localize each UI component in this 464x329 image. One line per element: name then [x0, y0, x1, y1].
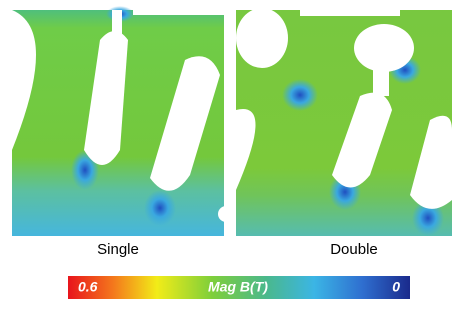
panel-label: Single — [97, 241, 139, 258]
colorbar-min: 0 — [392, 279, 400, 295]
single-field-plot — [12, 6, 234, 236]
figure: Single Double 0.6 Mag B(T) 0 — [0, 0, 464, 324]
colorbar-max: 0.6 — [78, 279, 98, 295]
double-field-plot — [236, 8, 452, 236]
panel-label: Double — [330, 241, 378, 258]
page: Single Double 0.6 Mag B(T) 0 (() => { co… — [0, 0, 464, 324]
colorbar-title: Mag B(T) — [208, 279, 268, 295]
